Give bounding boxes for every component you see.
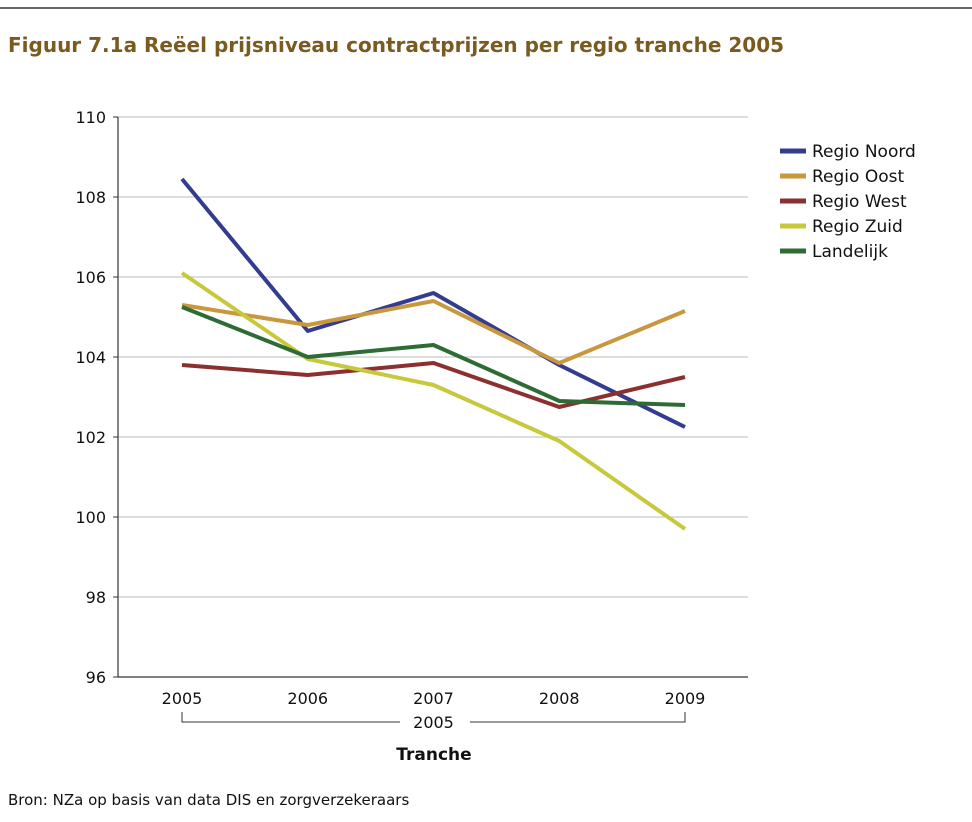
series-line bbox=[181, 299, 686, 365]
x-tick-label: 2005 bbox=[162, 689, 203, 708]
y-tick-label: 104 bbox=[75, 348, 106, 367]
group-bracket bbox=[181, 712, 686, 723]
series-line bbox=[180, 271, 687, 531]
x-tick-label: 2006 bbox=[287, 689, 328, 708]
legend-label: Regio West bbox=[812, 192, 907, 212]
group-label: 2005 bbox=[413, 713, 454, 732]
series-line bbox=[181, 305, 686, 407]
legend-label: Regio Noord bbox=[812, 142, 916, 162]
y-tick-label: 106 bbox=[75, 268, 106, 287]
series-line bbox=[180, 177, 686, 429]
x-tick-label: 2007 bbox=[413, 689, 454, 708]
y-tick-label: 96 bbox=[86, 668, 106, 687]
series-line bbox=[181, 361, 686, 409]
legend-label: Regio Zuid bbox=[812, 217, 903, 237]
y-tick-label: 98 bbox=[86, 588, 106, 607]
chart-title: Figuur 7.1a Reëel prijsniveau contractpr… bbox=[8, 33, 784, 57]
source-note: Bron: NZa op basis van data DIS en zorgv… bbox=[8, 791, 409, 809]
x-tick-label: 2009 bbox=[665, 689, 706, 708]
x-tick-label: 2008 bbox=[539, 689, 580, 708]
legend-label: Regio Oost bbox=[812, 167, 904, 187]
y-tick-label: 110 bbox=[75, 108, 106, 127]
x-axis-title: Tranche bbox=[396, 745, 471, 765]
y-tick-label: 100 bbox=[75, 508, 106, 527]
legend-label: Landelijk bbox=[812, 242, 888, 262]
y-tick-label: 102 bbox=[75, 428, 106, 447]
y-tick-label: 108 bbox=[75, 188, 106, 207]
